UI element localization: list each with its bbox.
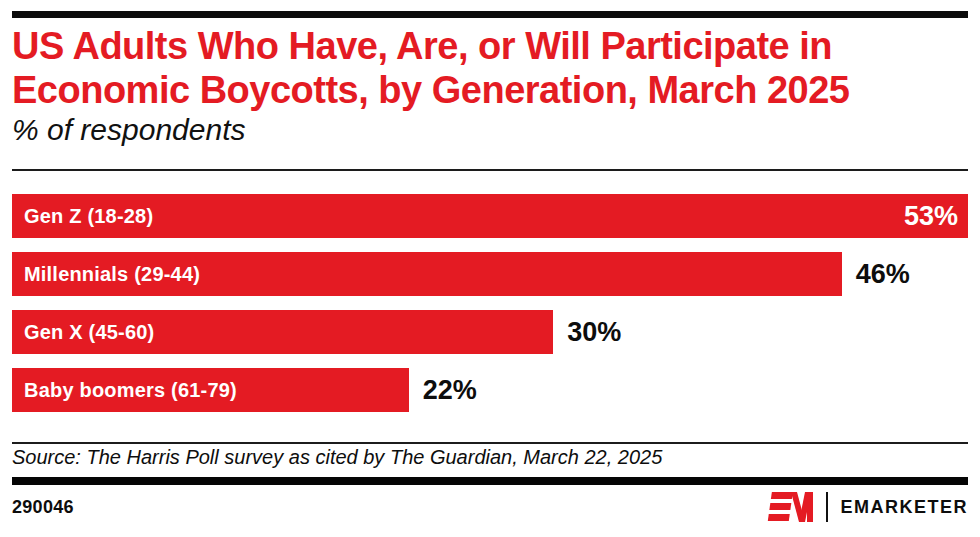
bar-row: Millennials (29-44) 46%	[12, 252, 968, 296]
chart-title-line-1: US Adults Who Have, Are, or Will Partici…	[12, 24, 968, 68]
bar-value-label-inside: 53%	[904, 201, 958, 232]
bottom-rule	[12, 477, 968, 485]
source-note: Source: The Harris Poll survey as cited …	[12, 446, 662, 469]
header-divider	[12, 169, 968, 171]
chart-id: 290046	[12, 497, 74, 518]
bar-row: Gen X (45-60) 30%	[12, 310, 968, 354]
bar-category-label: Baby boomers (61-79)	[24, 379, 237, 402]
bar-value-label-outside: 22%	[423, 375, 477, 406]
chart-title: US Adults Who Have, Are, or Will Partici…	[12, 24, 968, 112]
source-divider	[12, 442, 968, 444]
bar: Baby boomers (61-79)	[12, 368, 409, 412]
emarketer-logo: EMARKETER	[767, 491, 968, 523]
bar-category-label: Gen Z (18-28)	[24, 205, 153, 228]
bar-value-label-outside: 46%	[856, 259, 910, 290]
bar-category-label: Gen X (45-60)	[24, 321, 154, 344]
chart-subtitle: % of respondents	[12, 112, 245, 148]
logo-divider	[826, 492, 828, 522]
bar-row: Baby boomers (61-79) 22%	[12, 368, 968, 412]
bars: Gen Z (18-28) 53% Millennials (29-44) 46…	[12, 194, 968, 426]
emarketer-wordmark: EMARKETER	[840, 497, 968, 518]
bar-value-label-outside: 30%	[567, 317, 621, 348]
bar-category-label: Millennials (29-44)	[24, 263, 200, 286]
bar: Millennials (29-44)	[12, 252, 842, 296]
bar: Gen X (45-60)	[12, 310, 553, 354]
top-rule	[12, 11, 968, 18]
chart-card: US Adults Who Have, Are, or Will Partici…	[0, 0, 980, 537]
emarketer-logo-mark-icon	[767, 491, 813, 523]
bar-row: Gen Z (18-28) 53%	[12, 194, 968, 238]
footer: 290046 EMARKETER	[12, 490, 968, 524]
chart-title-line-2: Economic Boycotts, by Generation, March …	[12, 68, 968, 112]
bar: Gen Z (18-28) 53%	[12, 194, 968, 238]
